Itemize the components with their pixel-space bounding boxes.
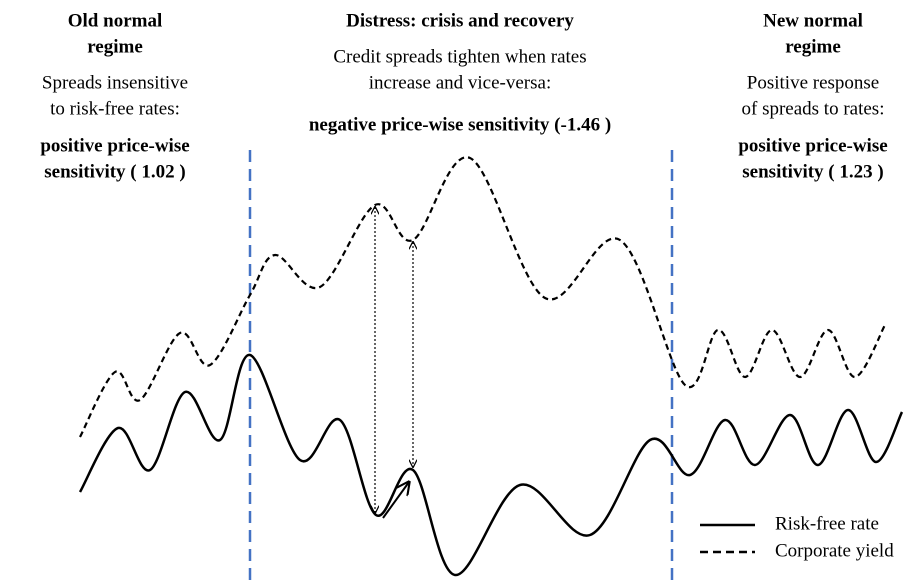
regime-sensitivity: positive price-wise: [40, 135, 189, 156]
regime-sensitivity: sensitivity ( 1.02 ): [44, 161, 185, 182]
regime-description: Credit spreads tighten when rates: [333, 46, 586, 67]
regime-description: to risk-free rates:: [50, 98, 180, 119]
risk-free-curve: [78, 353, 904, 577]
regime-title: regime: [785, 36, 841, 57]
regime-description: increase and vice-versa:: [369, 72, 552, 93]
regime-title: regime: [87, 36, 143, 57]
corporate-yield-curve: [79, 156, 886, 438]
direction-arrow: [382, 482, 409, 519]
legend-label: Risk-free rate: [775, 513, 879, 534]
regime-description: Spreads insensitive: [42, 72, 188, 93]
regime-sensitivity: negative price-wise sensitivity (-1.46 ): [309, 114, 611, 135]
regime-description: Positive response: [747, 72, 879, 93]
regime-sensitivity: sensitivity ( 1.23 ): [742, 161, 883, 182]
regime-title: Distress: crisis and recovery: [346, 10, 574, 31]
regime-title: Old normal: [68, 10, 162, 31]
regime-sensitivity: positive price-wise: [738, 135, 887, 156]
regime-description: of spreads to rates:: [742, 98, 885, 119]
regime-title: New normal: [763, 10, 863, 31]
legend-label: Corporate yield: [775, 540, 894, 561]
